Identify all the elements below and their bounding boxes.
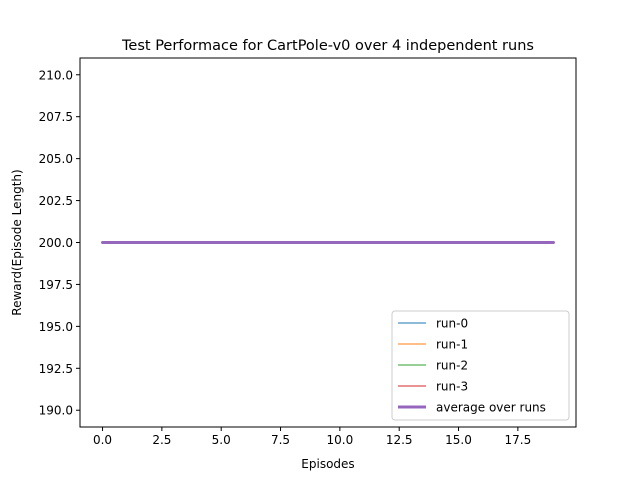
y-tick-label: 200.0 (39, 236, 73, 250)
x-tick-label: 7.5 (271, 433, 290, 447)
y-tick-label: 207.5 (39, 110, 73, 124)
y-tick-label: 197.5 (39, 278, 73, 292)
x-axis-ticks: 0.0 2.5 5.0 7.5 10.0 12.5 15.0 17.5 (93, 427, 531, 447)
y-tick-label: 192.5 (39, 362, 73, 376)
legend: run-0 run-1 run-2 run-3 average over runs (391, 310, 570, 421)
x-tick-label: 2.5 (152, 433, 171, 447)
legend-box (391, 310, 570, 421)
y-axis-ticks: 190.0 192.5 195.0 197.5 200.0 202.5 205.0 207.5… (39, 68, 80, 418)
y-tick-label: 202.5 (39, 194, 73, 208)
x-tick-label: 5.0 (212, 433, 231, 447)
legend-label-1: run-1 (436, 338, 468, 352)
legend-label-4: average over runs (436, 401, 546, 415)
x-tick-label: 17.5 (504, 433, 531, 447)
x-tick-label: 12.5 (386, 433, 413, 447)
x-tick-label: 0.0 (93, 433, 112, 447)
y-tick-label: 195.0 (39, 320, 73, 334)
y-tick-label: 210.0 (39, 68, 73, 82)
y-tick-label: 190.0 (39, 404, 73, 418)
legend-label-2: run-2 (436, 359, 468, 373)
x-tick-label: 15.0 (445, 433, 472, 447)
chart-title: Test Performace for CartPole-v0 over 4 i… (121, 38, 534, 54)
x-axis-label: Episodes (301, 457, 354, 471)
x-tick-label: 10.0 (327, 433, 354, 447)
legend-label-3: run-3 (436, 380, 468, 394)
y-tick-label: 205.0 (39, 152, 73, 166)
legend-label-0: run-0 (436, 317, 468, 331)
y-axis-label: Reward(Episode Length) (10, 169, 24, 315)
